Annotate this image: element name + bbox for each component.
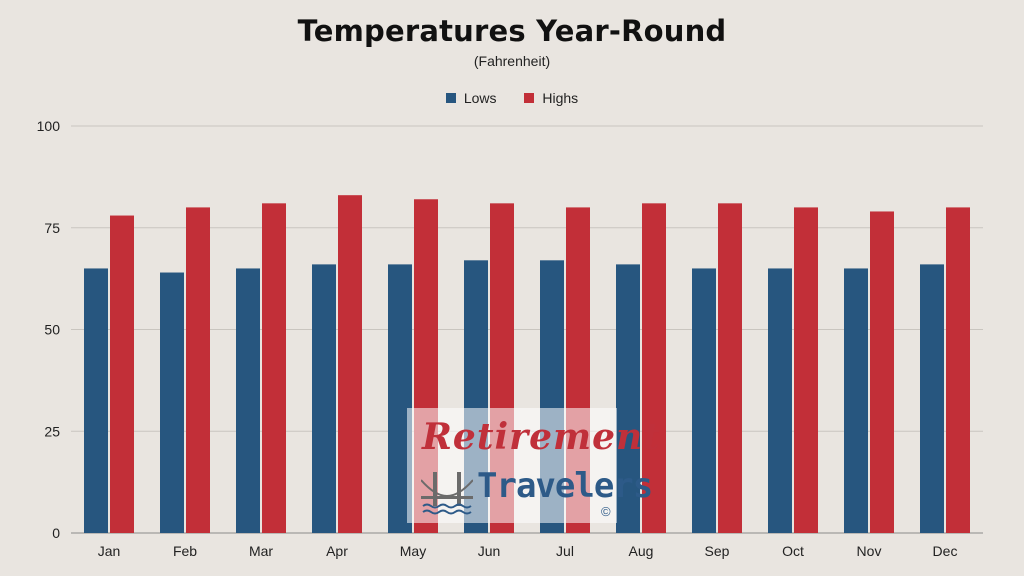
- chart-legend: Lows Highs: [0, 90, 1024, 106]
- chart-subtitle: (Fahrenheit): [473, 53, 551, 69]
- bar-lows-feb: [160, 272, 184, 533]
- bar-lows-sep: [692, 268, 716, 533]
- y-tick-label: 75: [44, 220, 60, 236]
- legend-swatch-highs: [524, 93, 535, 103]
- bar-highs-mar: [262, 203, 286, 533]
- x-tick-label: Nov: [857, 543, 882, 559]
- x-tick-label: Mar: [249, 543, 273, 559]
- x-tick-label: Sep: [705, 543, 730, 559]
- x-tick-label: Jul: [556, 543, 574, 559]
- bar-highs-aug: [642, 203, 666, 533]
- legend-item-highs: Highs: [524, 90, 578, 106]
- bar-lows-apr: [312, 264, 336, 533]
- bridge-icon: [421, 472, 473, 515]
- y-tick-label: 50: [44, 322, 60, 338]
- x-tick-label: Aug: [629, 543, 654, 559]
- x-tick-label: Feb: [173, 543, 197, 559]
- bar-highs-dec: [946, 207, 970, 533]
- x-tick-label: May: [400, 543, 426, 559]
- legend-label-highs: Highs: [542, 90, 579, 106]
- watermark-word-retirement: Retirement: [422, 416, 661, 458]
- bar-highs-nov: [870, 211, 894, 533]
- bar-highs-sep: [718, 203, 742, 533]
- bar-lows-oct: [768, 268, 792, 533]
- bar-lows-aug: [616, 264, 640, 533]
- watermark-logo: Retirement Travelers ©: [407, 408, 660, 523]
- x-tick-label: Jan: [98, 543, 121, 559]
- bar-lows-jan: [84, 268, 108, 533]
- y-tick-label: 0: [52, 525, 60, 541]
- legend-label-lows: Lows: [463, 90, 497, 106]
- y-tick-label: 25: [44, 423, 60, 439]
- x-tick-label: Apr: [326, 543, 348, 559]
- watermark-word-travelers: Travelers: [477, 466, 653, 506]
- bar-highs-apr: [338, 195, 362, 533]
- x-tick-label: Jun: [478, 543, 501, 559]
- bar-highs-feb: [186, 207, 210, 533]
- legend-item-lows: Lows: [445, 90, 497, 106]
- copyright-symbol: ©: [601, 504, 611, 519]
- bar-lows-dec: [920, 264, 944, 533]
- legend-swatch-lows: [445, 93, 456, 103]
- bar-lows-mar: [236, 268, 260, 533]
- bar-highs-jan: [110, 215, 134, 534]
- x-tick-label: Oct: [782, 543, 804, 559]
- bar-highs-oct: [794, 207, 818, 533]
- y-tick-label: 100: [37, 118, 61, 134]
- x-tick-label: Dec: [933, 543, 958, 559]
- chart-title: Temperatures Year-Round: [297, 14, 727, 48]
- bar-lows-nov: [844, 268, 868, 533]
